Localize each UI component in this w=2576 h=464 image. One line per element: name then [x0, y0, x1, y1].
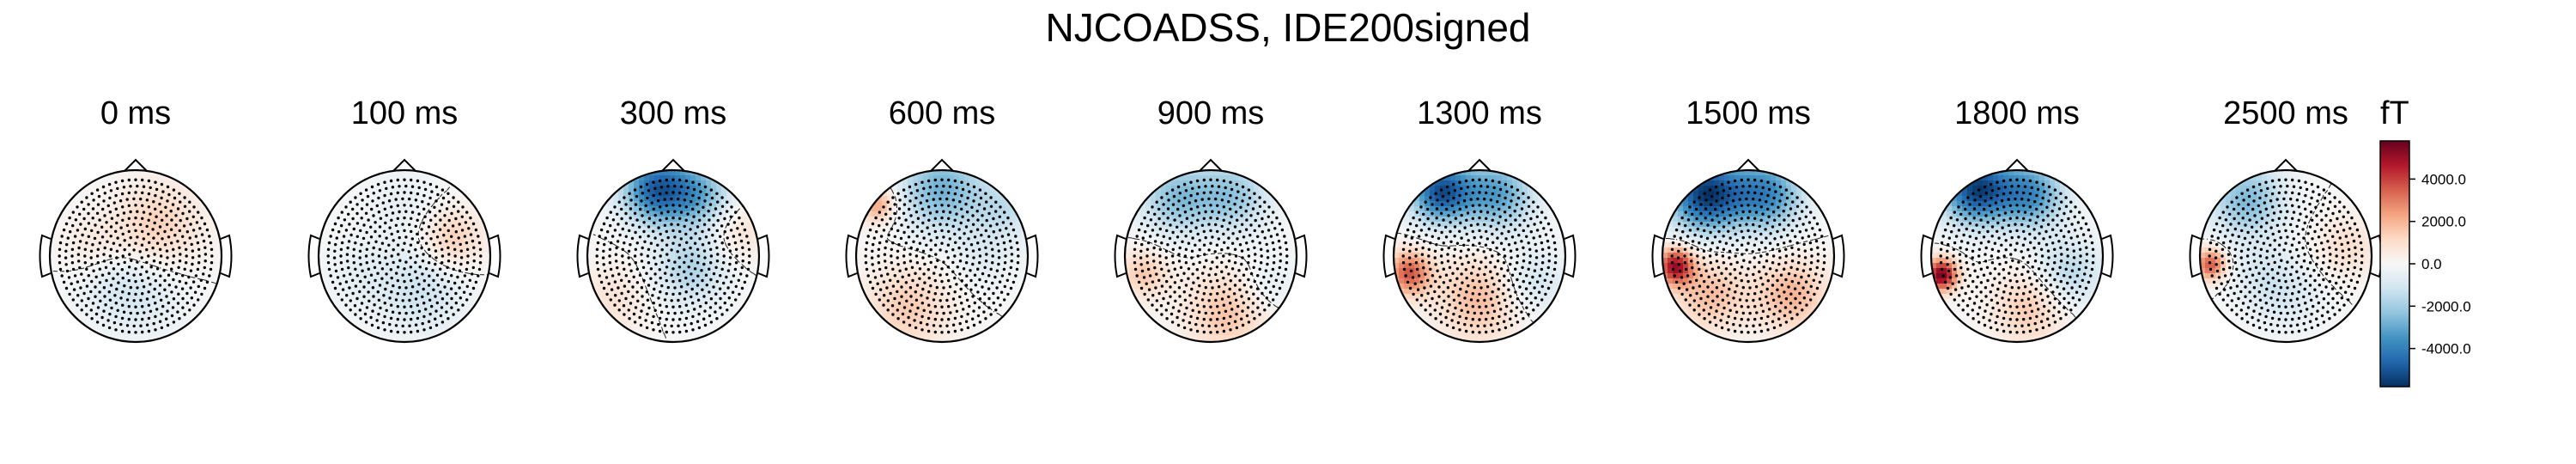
- field-map: [2200, 170, 2372, 342]
- topomap-time-label: 1500 ms: [1686, 95, 1811, 131]
- topomap-time-label: 600 ms: [888, 95, 996, 131]
- ear-left: [2189, 234, 2202, 278]
- sensor-dots: [1133, 178, 1289, 334]
- zero-contour: [1662, 234, 1834, 254]
- topomap-head-svg: [307, 158, 501, 344]
- colorbar: fT 4000.0 2000.0 0.0 -2000.0 -4000.0: [2353, 93, 2559, 394]
- topomap-1: 100 ms: [301, 93, 507, 351]
- ear-right: [220, 234, 233, 278]
- head-outline: [1123, 168, 1298, 344]
- topomap-time-label: 100 ms: [350, 95, 459, 131]
- nose: [2004, 158, 2030, 173]
- topomap-2: 300 ms: [570, 93, 776, 351]
- topomap-5: 1300 ms: [1376, 93, 1583, 351]
- ear-left: [39, 234, 52, 278]
- ear-left: [1382, 234, 1395, 278]
- colorbar-tick-label: 0.0: [2421, 256, 2442, 272]
- head-outline: [1661, 168, 1836, 344]
- ear-right: [757, 234, 770, 278]
- topomap-6: 1500 ms: [1645, 93, 1851, 351]
- topomap-4: 900 ms: [1108, 93, 1314, 351]
- ear-right: [1564, 234, 1577, 278]
- topomap-head-svg: [39, 158, 233, 344]
- topomap-time-label: 0 ms: [100, 95, 172, 131]
- ear-left: [576, 234, 589, 278]
- colorbar-unit-label: fT: [2380, 95, 2409, 131]
- topomap-8: 2500 ms: [2183, 93, 2389, 351]
- head-outline: [1392, 168, 1567, 344]
- sensor-dots: [326, 178, 483, 334]
- field-map: [50, 170, 222, 342]
- colorbar-tick-label: -4000.0: [2421, 341, 2471, 357]
- nose: [1467, 158, 1492, 173]
- topomap-head-svg: [2189, 158, 2383, 344]
- colorbar-svg: 4000.0 2000.0 0.0 -2000.0 -4000.0: [2379, 140, 2471, 388]
- topomap-time-label: 1800 ms: [1954, 95, 2080, 131]
- nose: [929, 158, 955, 173]
- head-outline: [1929, 168, 2105, 344]
- topomap-time-label: 300 ms: [619, 95, 727, 131]
- topomap-7: 1800 ms: [1914, 93, 2120, 351]
- sensor-dots: [58, 178, 214, 334]
- topomap-head-svg: [1114, 158, 1308, 344]
- zero-contour: [50, 257, 222, 285]
- head-outline: [854, 168, 1030, 344]
- field-map: [587, 170, 759, 342]
- figure-title: NJCOADSS, IDE200signed: [1045, 5, 1531, 50]
- field-map: [319, 170, 490, 342]
- head-outline: [586, 168, 761, 344]
- nose: [1198, 158, 1224, 173]
- colorbar-gradient: [2379, 140, 2410, 388]
- topomap-head-svg: [845, 158, 1039, 344]
- sensor-dots: [595, 178, 751, 334]
- sensor-dots: [1401, 178, 1558, 334]
- ear-left: [1651, 234, 1664, 278]
- head-outline: [317, 168, 492, 344]
- ear-left: [845, 234, 858, 278]
- topomap-time-label: 900 ms: [1157, 95, 1265, 131]
- sensor-dots: [1939, 178, 2095, 334]
- nose: [1735, 158, 1761, 173]
- ear-left: [1114, 234, 1127, 278]
- nose: [123, 158, 149, 173]
- head-outline: [48, 168, 223, 344]
- topomap-3: 600 ms: [839, 93, 1045, 351]
- ear-right: [1295, 234, 1308, 278]
- zero-contour: [587, 192, 759, 342]
- zero-contour: [1931, 242, 2103, 341]
- ear-right: [489, 234, 501, 278]
- field-map: [856, 170, 1028, 342]
- topomap-head-svg: [1920, 158, 2114, 344]
- sensor-dots: [864, 178, 1020, 334]
- ear-right: [2101, 234, 2114, 278]
- ear-right: [1832, 234, 1845, 278]
- colorbar-tick-label: 2000.0: [2421, 214, 2466, 230]
- field-map: [1931, 170, 2103, 342]
- head-outline: [2198, 168, 2373, 344]
- nose: [660, 158, 686, 173]
- colorbar-tick-label: -2000.0: [2421, 298, 2471, 314]
- field-map: [1662, 170, 1834, 342]
- topomap-head-svg: [1382, 158, 1577, 344]
- topomap-0: 0 ms: [33, 93, 239, 351]
- sensor-dots: [1670, 178, 1826, 334]
- ear-left: [1920, 234, 1933, 278]
- ear-left: [307, 234, 320, 278]
- topomap-time-label: 1300 ms: [1417, 95, 1542, 131]
- sensor-dots: [2208, 178, 2364, 334]
- colorbar-tick-label: 4000.0: [2421, 171, 2466, 187]
- field-map: [1394, 170, 1565, 342]
- field-map: [1125, 170, 1297, 342]
- ear-right: [1026, 234, 1039, 278]
- topomap-head-svg: [1651, 158, 1845, 344]
- nose: [392, 158, 417, 173]
- topomap-head-svg: [576, 158, 770, 344]
- nose: [2273, 158, 2299, 173]
- topomap-time-label: 2500 ms: [2223, 95, 2348, 131]
